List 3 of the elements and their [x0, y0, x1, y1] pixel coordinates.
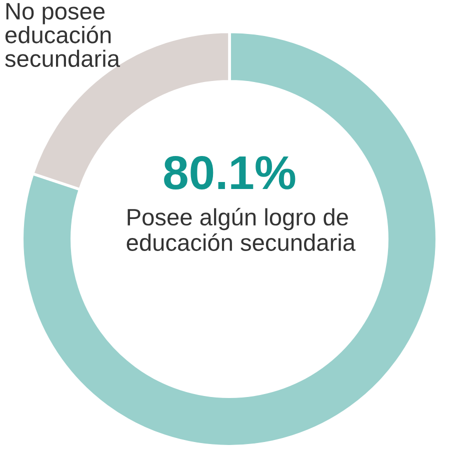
slice-label: Posee algún logro de educación secundaria — [126, 208, 356, 251]
slice-label: No posee educación secundaria — [5, 3, 120, 68]
data-label: 80.1% — [164, 156, 296, 190]
